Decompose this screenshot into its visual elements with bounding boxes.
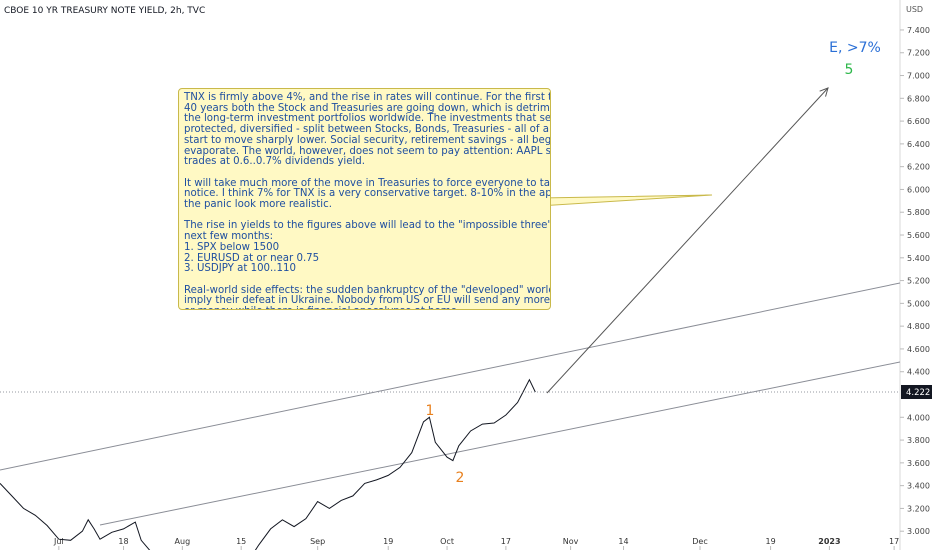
y-tick-label: 4.400 <box>907 368 930 377</box>
x-tick-label: Jul <box>53 537 64 546</box>
price-line <box>0 378 536 550</box>
plot-series <box>0 378 536 550</box>
x-tick-label: 2023 <box>818 537 840 546</box>
note-paragraph: TNX is firmly above 4%, and the rise in … <box>184 92 551 168</box>
last-price-label: 4.222 <box>906 388 930 398</box>
x-tick-label: Nov <box>563 537 579 546</box>
note-line: 3. USDJPY at 100..110 <box>184 263 296 275</box>
y-tick-label: 6.400 <box>907 140 930 149</box>
y-tick-label: 7.400 <box>907 26 930 35</box>
note-line: trades at 0.6..0.7% dividends yield. <box>184 156 366 168</box>
wave-label: 5 <box>845 62 854 78</box>
note-line: Real-world side effects: the sudden bank… <box>184 284 551 296</box>
axis-unit: USD <box>906 5 923 14</box>
note-line: 1. SPX below 1500 <box>184 241 280 253</box>
callout-note: TNX is firmly above 4%, and the rise in … <box>178 88 551 310</box>
y-tick-label: 6.200 <box>907 163 930 172</box>
y-tick-label: 7.200 <box>907 49 930 58</box>
y-tick-label: 5.200 <box>907 277 930 286</box>
y-tick-label: 4.800 <box>907 322 930 331</box>
note-line: TNX is firmly above 4%, and the rise in … <box>184 92 551 103</box>
note-paragraph: The rise in yields to the figures above … <box>184 220 551 275</box>
y-tick-label: 7.000 <box>907 72 930 81</box>
note-line: start to move sharply lower. Social secu… <box>184 134 551 146</box>
note-line: imply their defeat in Ukraine. Nobody fr… <box>184 295 551 307</box>
last-price-box <box>901 384 932 399</box>
x-tick-label: 14 <box>618 537 628 546</box>
x-tick-label: 19 <box>383 537 393 546</box>
chart-title: CBOE 10 YR TREASURY NOTE YIELD, 2h, TVC <box>4 6 205 16</box>
y-tick-label: 3.200 <box>907 504 930 513</box>
note-line: It will take much more of the move in Tr… <box>184 177 551 189</box>
y-tick-label: 3.400 <box>907 482 930 491</box>
note-line: evaporate. The world, however, does not … <box>184 145 551 157</box>
y-tick-label: 5.400 <box>907 254 930 263</box>
y-tick-label: 5.600 <box>907 231 930 240</box>
y-tick-label: 4.600 <box>907 345 930 354</box>
note-line: notice. I think 7% for TNX is a very con… <box>184 188 551 200</box>
y-tick-label: 3.800 <box>907 436 930 445</box>
note-line: the long-term investment portfolios worl… <box>184 113 551 125</box>
channel-upper <box>0 282 900 471</box>
y-tick-label: 5.000 <box>907 299 930 308</box>
y-tick-label: 6.600 <box>907 117 930 126</box>
x-tick-label: 17 <box>501 537 511 546</box>
y-tick-label: 5.800 <box>907 208 930 217</box>
y-tick-label: 6.800 <box>907 94 930 103</box>
note-line: 2. EURUSD at or near 0.75 <box>184 252 320 264</box>
note-line: or money while there is financial apocal… <box>184 306 545 309</box>
x-tick-label: Oct <box>440 537 454 546</box>
y-tick-label: 4.000 <box>907 413 930 422</box>
wave-label: 2 <box>456 470 465 486</box>
x-tick-label: Dec <box>692 537 707 546</box>
channel-lower <box>99 361 900 526</box>
note-paragraph: It will take much more of the move in Tr… <box>184 177 551 211</box>
x-tick-label: 15 <box>236 537 246 546</box>
note-line: next few months: <box>184 231 274 243</box>
x-tick-label: Aug <box>175 537 191 546</box>
note-paragraph: Real-world side effects: the sudden bank… <box>184 284 551 309</box>
y-tick-label: 3.000 <box>907 527 930 536</box>
note-line: 40 years both the Stock and Treasuries a… <box>184 102 551 114</box>
x-tick-label: 18 <box>118 537 128 546</box>
note-line: The rise in yields to the figures above … <box>184 220 551 232</box>
x-tick-label: Sep <box>310 537 325 546</box>
wave-label: 1 <box>426 403 435 419</box>
x-tick-label: 17 <box>889 537 899 546</box>
y-tick-label: 3.600 <box>907 459 930 468</box>
note-line: the panic look more realistic. <box>184 199 332 211</box>
x-tick-label: 19 <box>765 537 775 546</box>
callout-pointer <box>538 194 713 207</box>
note-line: protected, diversified - split between S… <box>184 124 551 136</box>
projection-arrow <box>546 88 828 394</box>
y-tick-label: 6.000 <box>907 185 930 194</box>
target-label: E, >7% <box>829 40 881 56</box>
